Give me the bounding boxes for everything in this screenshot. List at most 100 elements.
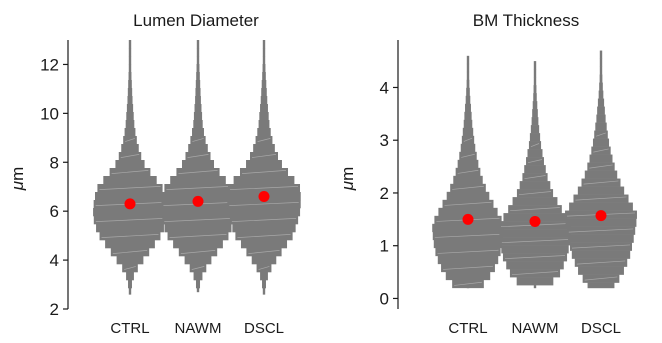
violin-bin-nawm [197,288,199,292]
y-tick-label: 0 [380,289,389,308]
violin-bin-dscl [572,251,630,259]
violin-bin-nawm [533,101,538,109]
violin-bin-dscl [578,187,624,195]
x-category-label: NAWM [175,320,222,337]
y-axis-label-unit: m [338,167,357,181]
mean-marker-ctrl [463,214,474,225]
mean-marker-nawm [193,196,204,207]
y-tick-label: 1 [380,237,389,256]
chart-title: BM Thickness [473,11,579,30]
violin-bin-dscl [600,67,602,75]
violin-bin-dscl [595,123,606,131]
violin-bin-dscl [600,59,602,67]
violin-bin-ctrl [96,224,164,232]
violin-bin-nawm [197,40,199,48]
violin-bin-ctrl [126,112,133,120]
y-tick-label: 2 [50,300,59,319]
x-category-label: DSCL [244,320,284,337]
violin-bin-dscl [262,80,267,88]
violin-bin-nawm [517,277,554,285]
violin-bin-ctrl [129,40,131,48]
violin-bin-nawm [197,56,199,64]
violin-bin-nawm [532,117,539,125]
violin-bin-ctrl [127,104,133,112]
violin-bin-nawm [165,224,232,232]
violin-bin-nawm [534,85,537,93]
violin-bin-dscl [598,99,604,107]
violin-bin-ctrl [447,192,490,200]
violin-bin-nawm [499,229,570,237]
y-tick-label: 8 [50,153,59,172]
y-tick-label: 12 [40,55,59,74]
violin-bin-dscl [596,115,605,123]
violin-bin-nawm [185,256,212,264]
violin-bin-nawm [173,240,223,248]
violin-bin-ctrl [126,272,134,280]
violin-bin-dscl [241,240,287,248]
mean-marker-dscl [259,191,270,202]
violin-bin-ctrl [467,80,470,88]
y-tick-label: 2 [380,184,389,203]
violin-bin-nawm [534,61,536,69]
violin-bin-dscl [234,176,295,184]
violin-bin-nawm [195,104,202,112]
violin-bin-ctrl [128,280,132,288]
violin-bin-ctrl [128,88,132,96]
violin-bin-ctrl [117,256,144,264]
violin-bin-ctrl [461,144,476,152]
mean-marker-ctrl [125,198,136,209]
y-tick-label: 6 [50,202,59,221]
violin-bin-nawm [193,120,202,128]
violin-bin-nawm [534,285,536,288]
violin-bin-dscl [263,40,265,48]
violin-bin-nawm [533,93,537,101]
violin-bin-dscl [569,203,633,211]
violin-bin-ctrl [466,96,471,104]
violin-bin-ctrl [467,72,469,80]
y-axis-label-unit: m [8,167,27,181]
x-category-label: CTRL [448,320,487,337]
y-axis-label: μm [8,167,27,192]
violin-bin-nawm [170,176,226,184]
violin-bin-dscl [568,235,633,243]
y-tick-label: 4 [380,78,389,97]
violin-bin-nawm [195,88,200,96]
y-tick-label: 4 [50,251,59,270]
violin-bin-ctrl [129,288,131,295]
violin-bin-ctrl [467,64,469,72]
violin-bin-dscl [261,96,268,104]
violin-bin-dscl [597,107,605,115]
violin-bin-dscl [262,72,266,80]
violin-bin-nawm [197,48,199,56]
violin-bin-dscl [228,208,300,216]
violin-bin-ctrl [121,144,139,152]
violin-bin-dscl [246,160,282,168]
violin-bin-dscl [252,256,277,264]
violin-bin-nawm [520,181,551,189]
violin-bin-nawm [196,80,200,88]
violin-bin-nawm [197,64,200,72]
violin-bin-dscl [590,155,613,163]
violin-bin-dscl [263,48,265,56]
violin-bin-ctrl [464,112,471,120]
violin-bin-dscl [585,171,617,179]
violin-bin-ctrl [127,96,132,104]
x-category-label: NAWM [512,320,559,337]
violin-bin-nawm [501,245,568,253]
violin-bin-nawm [192,128,204,136]
violin-bin-ctrl [438,256,498,264]
mean-marker-nawm [530,216,541,227]
violin-bin-ctrl [129,72,132,80]
violin-bin-dscl [259,120,270,128]
violin-bin-ctrl [463,128,473,136]
violin-bin-nawm [524,165,546,173]
violin-bin-ctrl [432,224,504,232]
violin-bin-nawm [527,149,542,157]
violin-bin-dscl [257,128,270,136]
violin-bin-nawm [161,208,235,216]
mean-marker-dscl [596,210,607,221]
violin-bin-ctrl [466,88,470,96]
violin-bin-dscl [262,280,266,288]
violin-bin-dscl [263,56,265,64]
violin-bin-dscl [259,112,268,120]
